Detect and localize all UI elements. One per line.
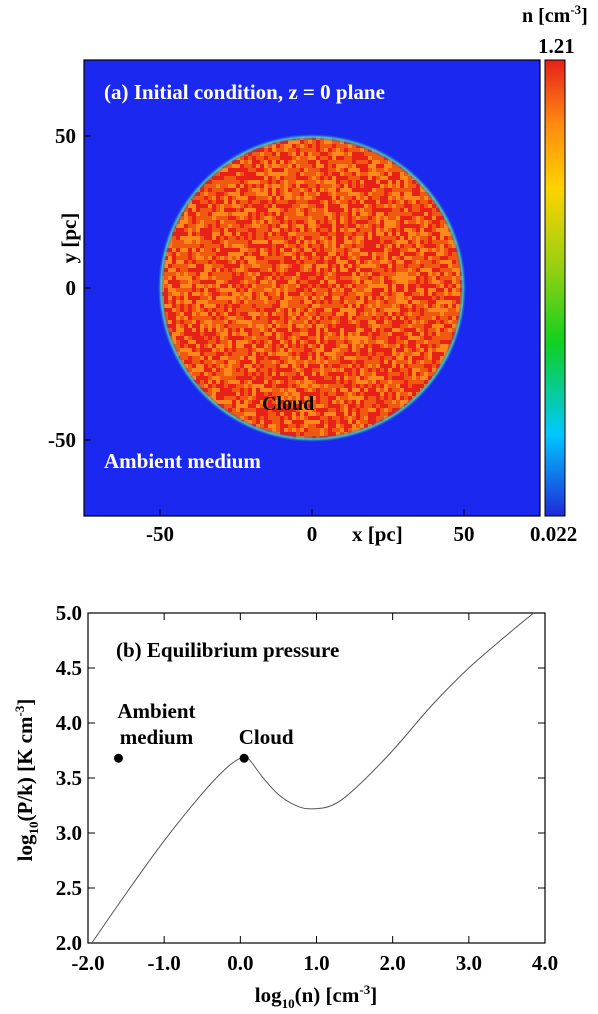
pressure-frame bbox=[87, 612, 546, 944]
pressure-x-tick-label: -1.0 bbox=[148, 951, 181, 975]
pressure-x-tick-label: 1.0 bbox=[303, 951, 329, 975]
pressure-y-tick-label: 2.5 bbox=[56, 876, 82, 900]
colorbar-label: n [cm-3] bbox=[522, 2, 588, 27]
heatmap-x-ticks: -50 0 50 bbox=[146, 509, 475, 546]
pressure-x-tick-label: 4.0 bbox=[532, 951, 558, 975]
heatmap-title: (a) Initial condition, z = 0 plane bbox=[104, 80, 385, 104]
pressure-y-tick-label: 5.0 bbox=[56, 601, 82, 625]
pressure-x-axis-label: log10(n) [cm-3] bbox=[255, 982, 377, 1011]
pressure-x-ticks: -2.0 -1.0 0.0 1.0 2.0 3.0 4.0 bbox=[71, 613, 558, 975]
colorbar-gradient bbox=[544, 59, 566, 517]
data-point-label: medium bbox=[120, 725, 194, 749]
heatmap-y-tick-label: 0 bbox=[66, 276, 77, 300]
pressure-panel: (b) Equilibrium pressure -2.0 -1.0 0.0 1.0 2… bbox=[12, 601, 558, 1011]
pressure-y-axis-label: log10(P/k) [K cm-3] bbox=[12, 699, 41, 862]
pressure-y-tick-label: 4.5 bbox=[56, 656, 82, 680]
heatmap-x-axis-label: x [pc] bbox=[352, 522, 403, 546]
ambient-medium-label: Ambient medium bbox=[104, 449, 261, 473]
equilibrium-pressure-curve bbox=[91, 612, 534, 944]
pressure-x-tick-label: 2.0 bbox=[380, 951, 406, 975]
pressure-x-tick-label: 0.0 bbox=[227, 951, 253, 975]
pressure-y-ticks: 2.0 2.5 3.0 3.5 4.0 4.5 5.0 bbox=[56, 601, 545, 955]
data-point-label: Cloud bbox=[239, 725, 294, 749]
heatmap-x-tick-label: 0 bbox=[307, 522, 318, 546]
colorbar-max-label: 1.21 bbox=[538, 34, 575, 58]
heatmap-y-tick-label: 50 bbox=[55, 124, 76, 148]
cloud-label: Cloud bbox=[262, 393, 314, 415]
heatmap-x-tick-label: -50 bbox=[146, 522, 174, 546]
pressure-y-tick-label: 4.0 bbox=[56, 711, 82, 735]
heatmap-x-tick-label: 50 bbox=[454, 522, 475, 546]
colorbar: n [cm-3] 1.21 0.022 bbox=[522, 2, 588, 546]
pressure-y-tick-label: 3.5 bbox=[56, 766, 82, 790]
heatmap-y-axis-label: y [pc] bbox=[57, 213, 81, 264]
pressure-x-tick-label: 3.0 bbox=[456, 951, 482, 975]
heatmap-y-ticks: 50 0 -50 bbox=[48, 124, 91, 452]
pressure-title: (b) Equilibrium pressure bbox=[116, 638, 339, 662]
data-point bbox=[239, 753, 249, 763]
heatmap-y-tick-label: -50 bbox=[48, 428, 76, 452]
pressure-x-tick-label: -2.0 bbox=[71, 951, 104, 975]
cloud-edge bbox=[158, 134, 466, 442]
pressure-y-tick-label: 3.0 bbox=[56, 821, 82, 845]
data-point bbox=[113, 753, 123, 763]
data-point-label: Ambient bbox=[117, 699, 195, 723]
pressure-y-tick-label: 2.0 bbox=[56, 931, 82, 955]
colorbar-min-label: 0.022 bbox=[530, 522, 577, 546]
heatmap-panel: (a) Initial condition, z = 0 plane Cloud… bbox=[48, 59, 541, 546]
